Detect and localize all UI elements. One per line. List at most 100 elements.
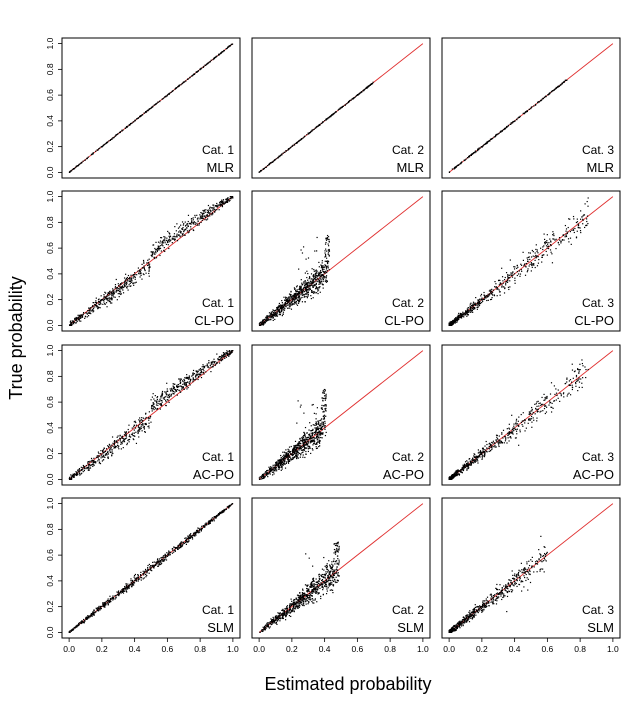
data-point [298,293,300,295]
data-point [516,428,518,430]
data-point [587,205,589,207]
data-point [282,311,285,313]
data-point [145,412,147,414]
data-point [154,406,156,409]
data-point [327,265,329,267]
data-point [291,450,293,452]
data-point [156,400,158,402]
data-point [270,470,272,472]
data-point [327,249,329,251]
data-point [97,456,99,459]
data-point [508,427,510,429]
panel-3-2: Cat. 2AC-PO [251,344,431,486]
data-point [319,286,321,288]
data-point [469,461,472,463]
data-point [221,355,223,358]
data-point [231,351,233,354]
data-point [290,457,292,459]
data-point [263,319,265,321]
data-point [324,405,326,407]
data-point [308,132,311,134]
data-point [320,423,322,425]
data-point [111,294,113,297]
data-point [200,217,202,219]
data-point [88,312,91,314]
data-point [556,394,558,397]
data-point [107,450,109,452]
data-point [470,460,472,462]
data-point [309,442,311,444]
data-point [128,124,130,126]
data-point [317,427,319,429]
data-point [473,453,475,455]
data-point [280,454,282,457]
panel-method-label: CL-PO [384,313,424,328]
data-point [545,406,548,408]
data-point [77,317,79,319]
data-point [279,466,281,469]
y-tick-label: 0.0 [45,319,55,331]
data-point [306,289,308,291]
data-point [260,478,262,480]
data-point [168,397,170,399]
data-point [275,464,277,466]
data-point [312,436,314,439]
data-point [111,298,113,301]
data-point [516,433,518,435]
data-point [473,302,475,304]
data-point [477,462,479,464]
data-point [581,382,583,384]
data-point [107,445,110,448]
data-point [197,70,199,72]
data-point [322,405,325,407]
data-point [529,252,531,254]
data-point [298,140,300,142]
data-point [180,386,183,388]
data-point [186,230,189,232]
data-point [312,429,314,432]
data-point [288,459,290,461]
data-point [98,462,100,464]
data-point [534,403,536,405]
data-point [272,314,274,317]
data-point [289,300,291,302]
data-point [204,64,206,66]
data-point [182,227,184,229]
data-point [198,369,200,371]
data-point [302,288,304,290]
data-point [299,288,301,291]
data-point [500,442,502,444]
data-point [478,147,480,149]
data-point [585,368,587,371]
data-point [520,263,522,265]
data-point [111,293,113,295]
data-point [132,274,134,276]
data-point [466,312,468,314]
data-point [316,433,318,435]
data-point [181,235,183,237]
data-point [492,445,494,447]
data-point [164,238,166,240]
data-point [475,303,477,305]
data-point [232,197,234,199]
data-point [452,475,455,477]
data-point [180,391,182,393]
data-point [543,393,545,396]
data-point [274,315,276,317]
data-point [468,464,470,466]
data-point [213,361,215,364]
data-point [478,451,480,453]
data-point [469,463,471,465]
data-point [365,87,367,89]
data-point [304,442,306,444]
y-tick-label: 0.8 [45,216,55,228]
data-point [183,231,185,233]
data-point [577,368,579,371]
data-point [311,429,313,432]
data-point [536,405,538,407]
data-point [156,402,158,404]
data-point [111,296,113,298]
data-point [221,204,224,207]
data-point [201,212,203,214]
data-point [270,467,272,469]
